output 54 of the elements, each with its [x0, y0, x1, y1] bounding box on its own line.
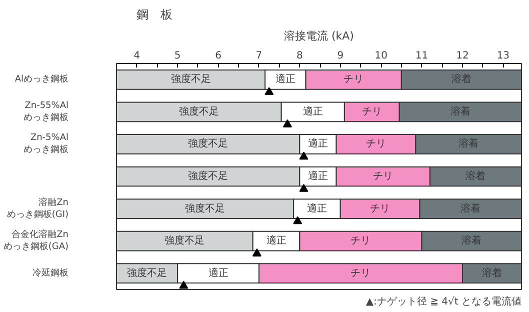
series-label: チリ — [362, 106, 382, 118]
point — [293, 216, 302, 224]
series-label: 強度不足 — [178, 105, 219, 118]
text: 溶着 — [462, 236, 482, 247]
point — [299, 152, 308, 160]
text: 強度不足 — [170, 74, 211, 86]
text: 強度不足 — [185, 203, 226, 214]
y-tick-label: 冷延鋼板 — [32, 267, 68, 278]
text: 溶着 — [466, 171, 486, 182]
series-label: 溶着 — [450, 105, 470, 118]
x-tick-label: 6 — [215, 50, 222, 62]
text: 適正 — [308, 171, 328, 182]
text: 適正 — [308, 138, 328, 150]
text: チリ — [370, 203, 390, 214]
x-tick-label: 5 — [174, 50, 181, 62]
text: 溶着 — [460, 203, 481, 214]
y-tick-label: Zn-55%Al めっき鋼板 — [24, 100, 69, 123]
y-tick-label: Alめっき鋼板 — [14, 74, 69, 85]
x-tick-label: 11 — [415, 50, 428, 62]
text: 強度不足 — [188, 171, 228, 182]
x-axis-title: 溶接電流 (kA) — [284, 30, 354, 42]
text: 強度不足 — [188, 138, 228, 150]
text: 溶着 — [458, 138, 479, 150]
text: チリ — [344, 74, 364, 86]
point — [282, 119, 292, 128]
x-tick-label: 7 — [256, 50, 262, 62]
text: チリ — [373, 171, 394, 182]
x-tick-label: 12 — [456, 50, 469, 62]
x-tick-label: 4 — [134, 50, 140, 62]
point — [299, 184, 308, 192]
text: 適正 — [306, 203, 327, 214]
series-label: 適正 — [302, 105, 323, 118]
x-tick-label: 8 — [296, 50, 303, 62]
y-tick-label: 溶融Zn めっき鋼板(GI) — [6, 196, 69, 220]
text: チリ — [350, 236, 371, 247]
text: 溶着 — [482, 268, 502, 279]
text: 適正 — [208, 268, 228, 279]
text: 強度不足 — [164, 236, 205, 247]
point — [252, 248, 262, 256]
y-tick-label: Zn-5%Al めっき鋼板 — [24, 133, 69, 156]
text: ▲:ナゲット径 ≧ 4√t となる電流値 — [366, 296, 522, 308]
text: 適正 — [266, 236, 286, 247]
x-tick-label: 13 — [496, 50, 510, 62]
y-axis-title: 鋼 板 — [136, 8, 172, 22]
text: 溶着 — [451, 74, 472, 86]
point — [179, 280, 188, 289]
text: チリ — [350, 268, 371, 279]
text: チリ — [366, 138, 386, 150]
x-tick-label: 10 — [374, 50, 388, 62]
text: 適正 — [275, 74, 296, 86]
x-tick-label: 9 — [337, 50, 344, 62]
y-tick-label: 合金化溶融Zn めっき鋼板(GA) — [3, 229, 69, 252]
text: 強度不足 — [127, 268, 168, 279]
point — [264, 87, 274, 96]
